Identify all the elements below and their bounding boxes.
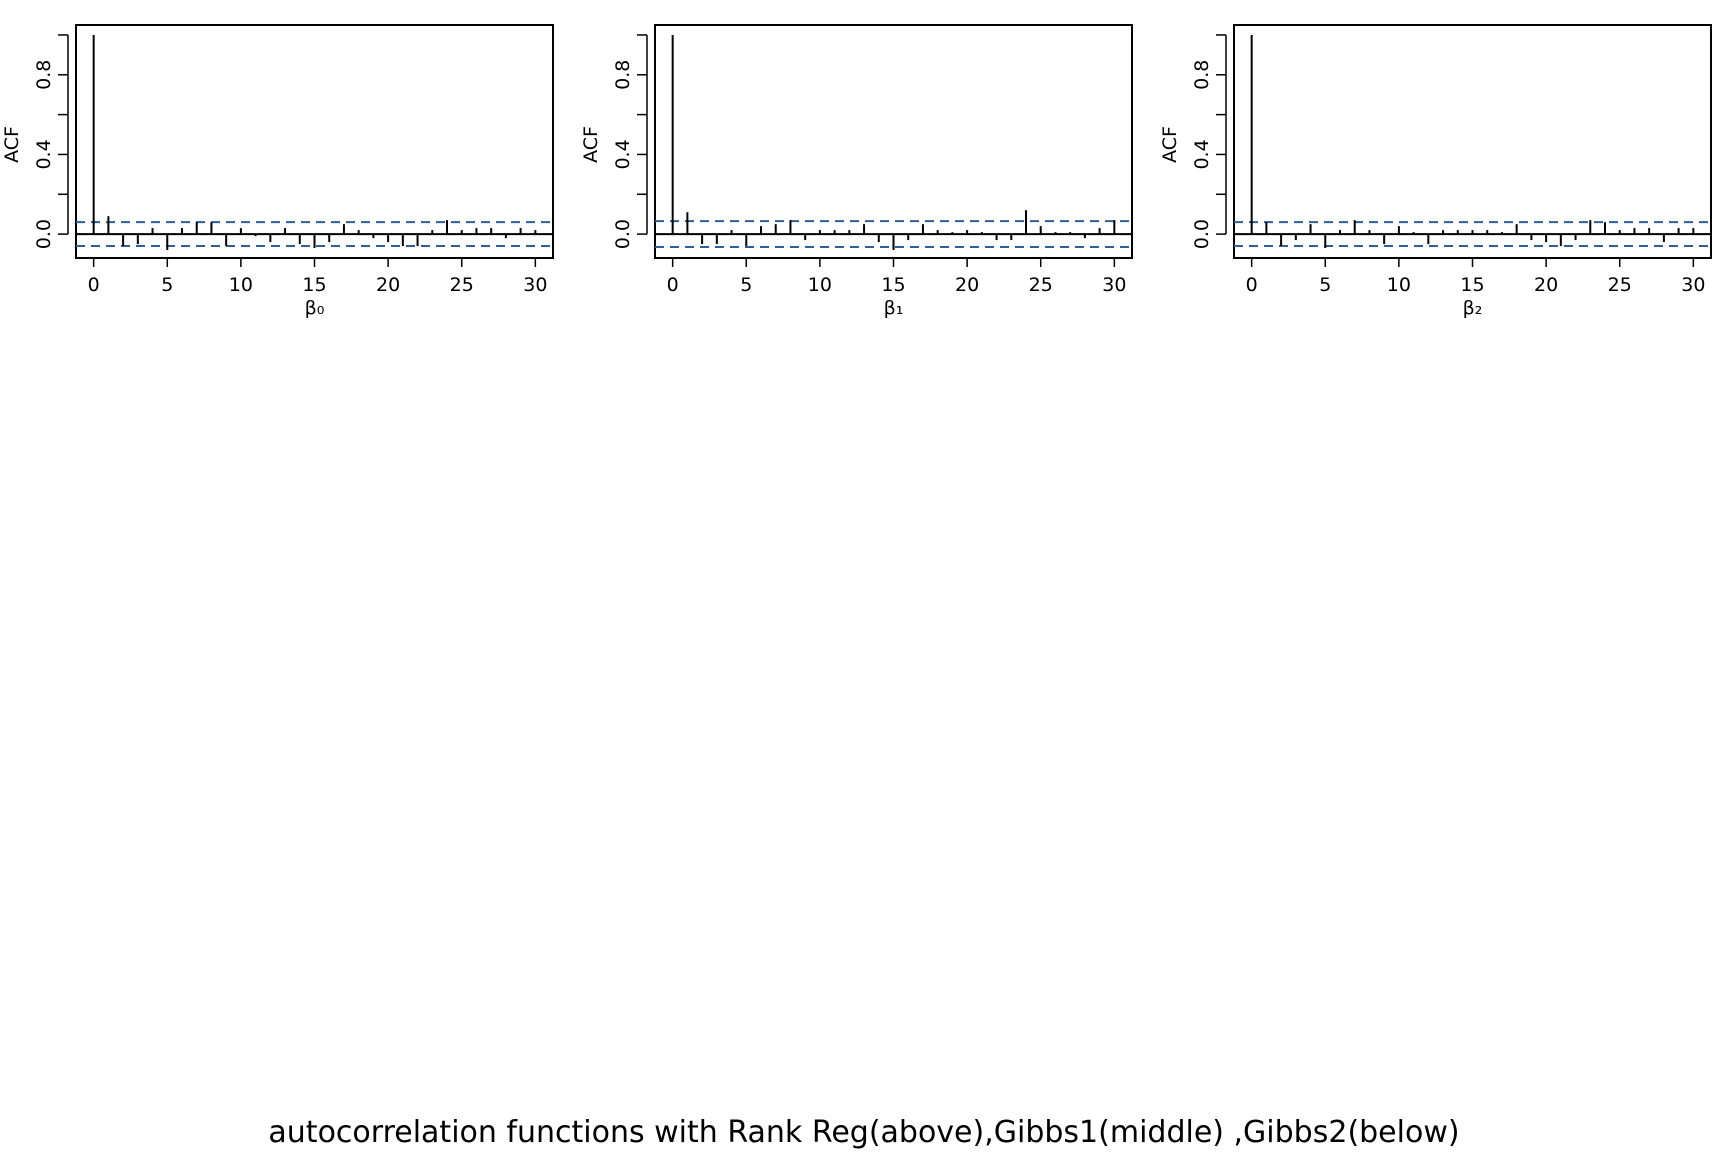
x-tick-label: 25 xyxy=(1608,274,1632,296)
x-tick-label: 10 xyxy=(1387,274,1411,296)
x-tick-label: 30 xyxy=(1681,274,1705,296)
x-tick-label: 0 xyxy=(667,274,679,296)
y-tick-label: 0.0 xyxy=(33,219,55,249)
y-tick-label: 0.8 xyxy=(612,60,634,90)
acf-panel-2: 0 5 10 15 20 25 30 0.0 0.4 0.8 β₂ ACF xyxy=(1159,24,1712,319)
x-tick-label: 10 xyxy=(808,274,832,296)
x-tick-label: 5 xyxy=(161,274,173,296)
y-axis-label: ACF xyxy=(1159,126,1181,163)
x-tick-label: 20 xyxy=(955,274,979,296)
x-tick-label: 25 xyxy=(1029,274,1053,296)
y-tick-label: 0.0 xyxy=(612,219,634,249)
x-tick-label: 15 xyxy=(1460,274,1484,296)
y-tick-label: 0.4 xyxy=(33,139,55,169)
x-tick-label: 5 xyxy=(740,274,752,296)
x-tick-label: 10 xyxy=(229,274,253,296)
x-axis-label: β₂ xyxy=(1463,297,1483,319)
x-tick-label: 30 xyxy=(1102,274,1126,296)
y-tick-label: 0.8 xyxy=(1191,60,1213,90)
x-tick-label: 25 xyxy=(450,274,474,296)
y-tick-label: 0.8 xyxy=(33,60,55,90)
x-tick-label: 15 xyxy=(302,274,326,296)
plot-frame xyxy=(654,24,1133,259)
y-tick-label: 0.4 xyxy=(1191,139,1213,169)
x-axis-label: β₁ xyxy=(884,297,904,319)
y-axis-label: ACF xyxy=(580,126,602,163)
x-tick-label: 20 xyxy=(1534,274,1558,296)
acf-panel-1: 0 5 10 15 20 25 30 0.0 0.4 0.8 β₁ ACF xyxy=(580,24,1133,319)
x-axis-label: β₀ xyxy=(305,297,325,319)
x-tick-label: 5 xyxy=(1319,274,1331,296)
x-tick-label: 0 xyxy=(1246,274,1258,296)
y-tick-label: 0.4 xyxy=(612,139,634,169)
x-tick-label: 30 xyxy=(523,274,547,296)
y-axis-label: ACF xyxy=(1,126,23,163)
x-tick-label: 20 xyxy=(376,274,400,296)
x-tick-label: 15 xyxy=(881,274,905,296)
acf-panel-0: 0 5 10 15 20 25 30 0.0 0.4 0.8 β₀ ACF xyxy=(1,24,554,319)
y-tick-label: 0.0 xyxy=(1191,219,1213,249)
figure-caption: autocorrelation functions with Rank Reg(… xyxy=(268,1115,1460,1150)
x-tick-label: 0 xyxy=(88,274,100,296)
